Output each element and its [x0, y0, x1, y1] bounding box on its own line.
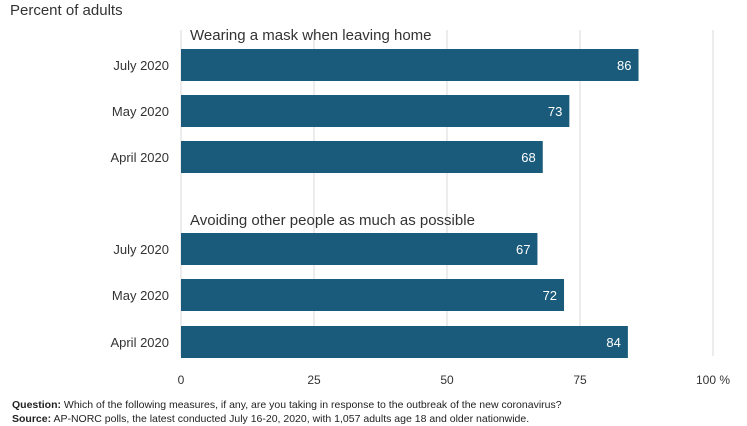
x-tick-label: 100 %	[696, 373, 730, 387]
bar-value-label: 73	[548, 104, 562, 119]
labels: 0 25 50 75 100 % Wearing a mask when leaving …	[110, 27, 730, 387]
bar-value-label: 68	[521, 150, 535, 165]
bar-value-label: 86	[617, 58, 631, 73]
x-tick-label: 75	[573, 373, 587, 387]
bar-value-label: 72	[543, 288, 557, 303]
x-tick-label: 50	[440, 373, 454, 387]
bars	[181, 49, 639, 358]
bar	[181, 326, 628, 358]
bar-value-label: 84	[606, 335, 620, 350]
category-label: May 2020	[112, 288, 169, 303]
source-label: Source:	[12, 413, 52, 425]
bar	[181, 141, 543, 173]
x-tick-label: 25	[307, 373, 321, 387]
footnote-question: Question: Which of the following measure…	[12, 399, 562, 411]
footnote-source: Source: AP-NORC polls, the latest conduc…	[12, 413, 529, 425]
question-label: Question:	[12, 399, 61, 411]
group-title: Avoiding other people as much as possibl…	[190, 212, 475, 229]
x-tick-label: 0	[178, 373, 185, 387]
bar	[181, 95, 570, 127]
category-label: April 2020	[110, 150, 169, 165]
bar	[181, 233, 538, 265]
chart-subtitle: Percent of adults	[10, 2, 123, 19]
group-title: Wearing a mask when leaving home	[190, 27, 432, 44]
bar-value-label: 67	[516, 242, 530, 257]
bar	[181, 279, 565, 311]
question-text: Which of the following measures, if any,…	[63, 399, 562, 411]
category-label: July 2020	[113, 242, 169, 257]
category-label: May 2020	[112, 104, 169, 119]
category-label: April 2020	[110, 335, 169, 350]
category-label: July 2020	[113, 58, 169, 73]
bar	[181, 49, 639, 81]
chart: Percent of adults 0 25 50 75 100 % Wearing a …	[10, 2, 730, 387]
source-text: AP-NORC polls, the latest conducted July…	[53, 413, 530, 425]
